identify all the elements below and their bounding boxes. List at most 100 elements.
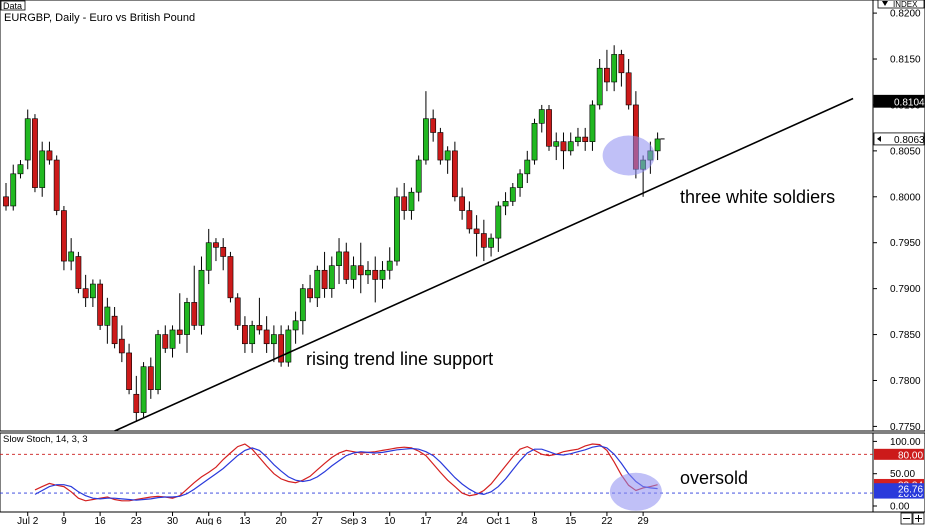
bullish-candle-body bbox=[10, 173, 17, 207]
candle bbox=[118, 325, 125, 363]
zoom-buttons[interactable] bbox=[900, 512, 925, 525]
stoch-tick-label: 100.00 bbox=[890, 437, 921, 448]
candle bbox=[191, 265, 198, 330]
candle bbox=[3, 183, 9, 211]
pattern-highlight bbox=[602, 135, 655, 176]
price-tick-label: 0.8200 bbox=[890, 9, 921, 20]
price-tick-label: 0.7750 bbox=[890, 422, 921, 433]
bearish-candle-body bbox=[321, 269, 328, 289]
candle bbox=[502, 192, 509, 216]
oscillator-title: Slow Stoch, 14, 3, 3 bbox=[3, 434, 88, 445]
trend-line bbox=[114, 97, 854, 432]
bullish-candle-body bbox=[495, 205, 502, 239]
bearish-candle-body bbox=[3, 196, 9, 207]
bullish-candle-body bbox=[17, 164, 24, 175]
candle bbox=[423, 91, 429, 165]
candle bbox=[444, 146, 451, 174]
price-tick-label: 0.7950 bbox=[890, 238, 921, 249]
candle bbox=[205, 228, 212, 285]
bullish-candle-body bbox=[205, 242, 212, 271]
bullish-candle-body bbox=[517, 173, 523, 188]
candle bbox=[589, 100, 596, 151]
index-arrow-icon[interactable] bbox=[882, 1, 888, 6]
x-tick-label: 30 bbox=[167, 516, 179, 525]
price-tag-box bbox=[873, 132, 925, 146]
price-tick-label: 0.8150 bbox=[890, 55, 921, 66]
x-tick-label: 23 bbox=[131, 516, 143, 525]
bullish-candle-body bbox=[198, 269, 205, 326]
candle bbox=[133, 375, 140, 422]
candle bbox=[270, 325, 277, 363]
stoch-value-tag-box bbox=[874, 483, 924, 495]
bullish-candle-body bbox=[169, 329, 176, 349]
bearish-candle-body bbox=[133, 393, 140, 413]
candle bbox=[495, 201, 502, 252]
candle bbox=[32, 114, 38, 193]
bearish-candle-body bbox=[618, 54, 625, 74]
price-axis bbox=[872, 0, 925, 432]
bullish-candle-body bbox=[567, 141, 574, 152]
candle bbox=[234, 293, 241, 330]
candle bbox=[169, 325, 176, 358]
stoch-level-tag: 20.00 bbox=[898, 489, 923, 500]
candle bbox=[53, 155, 60, 216]
candle bbox=[415, 155, 422, 202]
x-tick-label: 9 bbox=[61, 516, 67, 525]
bullish-candle-body bbox=[285, 329, 292, 363]
x-tick-label: Sep 3 bbox=[340, 516, 367, 525]
stoch-value-tag: 26.76 bbox=[898, 485, 923, 496]
x-tick-label: 10 bbox=[384, 516, 396, 525]
data-tag-box bbox=[0, 0, 26, 11]
candle bbox=[480, 219, 487, 262]
candle bbox=[278, 325, 285, 367]
bearish-candle-body bbox=[473, 228, 480, 234]
bullish-candle-body bbox=[488, 237, 494, 248]
bullish-candle-body bbox=[654, 138, 661, 152]
candle bbox=[611, 45, 618, 92]
stoch-level-tag-box bbox=[874, 448, 924, 460]
candle bbox=[372, 256, 379, 303]
bearish-candle-body bbox=[147, 366, 154, 390]
price-tag-box bbox=[873, 94, 925, 108]
x-tick-label: 8 bbox=[532, 516, 538, 525]
bullish-candle-body bbox=[328, 265, 335, 289]
price-panel bbox=[0, 0, 874, 432]
stoch-level-tag: 80.00 bbox=[898, 450, 923, 461]
price-tick-label: 0.7850 bbox=[890, 330, 921, 341]
bearish-candle-body bbox=[480, 233, 487, 248]
bullish-candle-body bbox=[553, 141, 560, 147]
stoch-k-line bbox=[34, 443, 658, 502]
bullish-candle-body bbox=[444, 150, 451, 161]
bearish-candle-body bbox=[234, 297, 241, 326]
bearish-candle-body bbox=[32, 118, 38, 188]
stoch-tick-label: 50.00 bbox=[890, 469, 915, 480]
candle bbox=[386, 247, 393, 280]
bullish-candle-body bbox=[336, 251, 342, 266]
x-tick-label: Oct 1 bbox=[486, 516, 510, 525]
candle bbox=[509, 183, 516, 206]
candle bbox=[466, 201, 473, 234]
chart-title: EURGBP, Daily - Euro vs British Pound bbox=[4, 12, 195, 24]
bearish-candle-body bbox=[213, 242, 219, 248]
candle bbox=[357, 242, 364, 294]
bearish-candle-body bbox=[118, 338, 125, 354]
bearish-candle-body bbox=[343, 251, 350, 280]
bearish-candle-body bbox=[459, 196, 466, 211]
candle bbox=[604, 49, 610, 92]
trend-line-annotation: rising trend line support bbox=[306, 349, 493, 369]
candle bbox=[553, 132, 560, 161]
bullish-candle-body bbox=[350, 265, 357, 280]
bullish-candle-body bbox=[24, 118, 31, 161]
candle bbox=[46, 141, 53, 165]
candle bbox=[575, 127, 581, 147]
bearish-candle-body bbox=[401, 196, 408, 211]
candle bbox=[213, 238, 219, 262]
bullish-candle-body bbox=[386, 260, 393, 271]
candle bbox=[17, 160, 24, 179]
candle bbox=[654, 132, 661, 161]
bearish-candle-body bbox=[625, 72, 632, 106]
data-tag: Data bbox=[3, 1, 22, 11]
x-tick-label: 22 bbox=[601, 516, 613, 525]
x-tick-label: Aug 6 bbox=[196, 516, 223, 525]
candle bbox=[39, 141, 46, 197]
